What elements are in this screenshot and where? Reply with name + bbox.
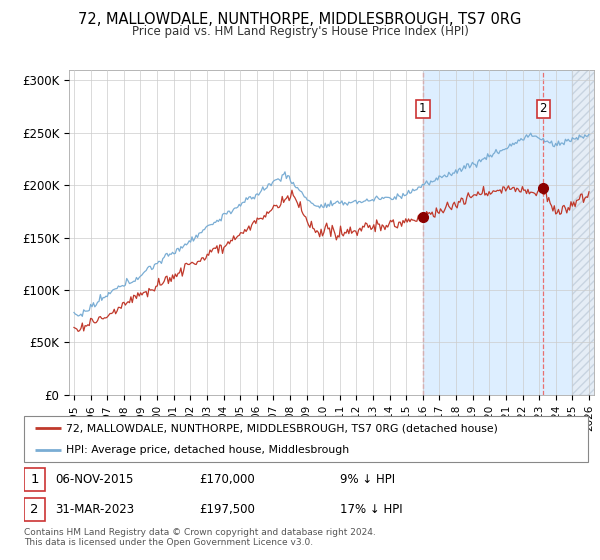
Text: 1: 1 [419,102,427,115]
Text: 9% ↓ HPI: 9% ↓ HPI [340,473,395,486]
Text: 17% ↓ HPI: 17% ↓ HPI [340,503,403,516]
Bar [423,70,572,395]
Text: HPI: Average price, detached house, Middlesbrough: HPI: Average price, detached house, Midd… [66,445,349,455]
Text: 72, MALLOWDALE, NUNTHORPE, MIDDLESBROUGH, TS7 0RG: 72, MALLOWDALE, NUNTHORPE, MIDDLESBROUGH… [79,12,521,27]
Text: £197,500: £197,500 [199,503,255,516]
Text: £170,000: £170,000 [199,473,254,486]
Text: 2: 2 [539,102,547,115]
FancyBboxPatch shape [24,468,46,491]
Text: 1: 1 [31,473,39,486]
FancyBboxPatch shape [24,498,46,521]
Text: 06-NOV-2015: 06-NOV-2015 [55,473,133,486]
Text: Contains HM Land Registry data © Crown copyright and database right 2024.
This d: Contains HM Land Registry data © Crown c… [24,528,376,548]
Text: 2: 2 [31,503,39,516]
FancyBboxPatch shape [24,416,588,462]
Text: 31-MAR-2023: 31-MAR-2023 [55,503,134,516]
Text: Price paid vs. HM Land Registry's House Price Index (HPI): Price paid vs. HM Land Registry's House … [131,25,469,38]
Text: 72, MALLOWDALE, NUNTHORPE, MIDDLESBROUGH, TS7 0RG (detached house): 72, MALLOWDALE, NUNTHORPE, MIDDLESBROUGH… [66,423,498,433]
